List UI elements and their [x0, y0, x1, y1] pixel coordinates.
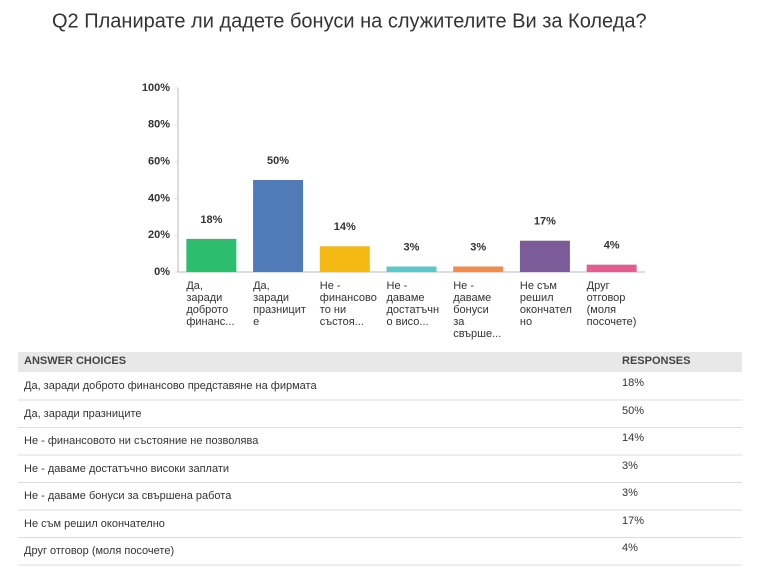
response: 17% — [622, 514, 645, 527]
y-tick-label: 40% — [148, 192, 170, 204]
bar — [519, 240, 570, 272]
y-tick-label: 0% — [154, 266, 170, 278]
answer-choice: Не - финансовото ни състояние не позволя… — [24, 435, 259, 447]
response: 3% — [622, 487, 638, 499]
value-label: 18% — [200, 214, 222, 226]
bar — [453, 266, 504, 272]
x-tick-label: Не - даваме достатъчн о висо... — [386, 280, 440, 328]
value-label: 4% — [604, 240, 620, 252]
bar — [253, 180, 304, 272]
x-tick-label: Да, заради празницит е — [253, 280, 306, 328]
response: 14% — [622, 432, 645, 444]
x-tick-label: Друг отговор (моля посочете) — [586, 280, 637, 328]
value-label: 50% — [267, 155, 289, 167]
response: 50% — [622, 404, 645, 417]
chart-title: Q2 Планирате ли дадете бонуси на служите… — [52, 10, 647, 32]
value-label: 3% — [470, 241, 486, 253]
answer-choice: Друг отговор (моля посочете) — [24, 545, 175, 557]
answer-choice: Не съм решил окончателно — [24, 517, 165, 530]
table-header-bg — [18, 352, 742, 372]
y-tick-label: 80% — [148, 119, 170, 131]
table-header: ANSWER CHOICES — [24, 355, 127, 367]
bar — [186, 238, 237, 272]
bar — [386, 266, 437, 272]
value-label: 17% — [534, 216, 556, 228]
value-label: 14% — [334, 221, 356, 233]
x-tick-label: Не - даваме бонуси за свърше... — [453, 280, 502, 340]
bar — [319, 246, 370, 272]
value-label: 3% — [404, 241, 420, 253]
answer-choice: Да, заради празниците — [24, 407, 142, 420]
y-tick-label: 60% — [148, 156, 170, 168]
answer-choice: Не - даваме бонуси за свършена работа — [24, 490, 232, 502]
bar — [586, 264, 637, 272]
y-tick-label: 20% — [148, 229, 170, 241]
response: 4% — [622, 542, 638, 554]
table-header: RESPONSES — [622, 355, 691, 367]
answer-choice: Не - даваме достатъчно високи заплати — [24, 462, 230, 475]
answer-choice: Да, заради доброто финансово представяне… — [24, 380, 317, 392]
y-tick-label: 100% — [142, 82, 170, 94]
x-tick-label: Не съм решил окончател но — [519, 280, 572, 328]
response: 18% — [622, 377, 645, 389]
x-tick-label: Да, заради доброто финанс... — [186, 280, 235, 328]
response: 3% — [622, 459, 638, 472]
x-tick-label: Не - финансово то ни състоя... — [319, 280, 377, 328]
